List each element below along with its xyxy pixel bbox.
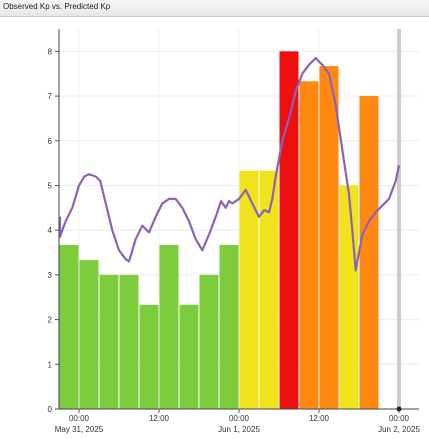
observed-kp-bar (59, 244, 79, 409)
current-time-dot (396, 406, 402, 412)
chart-header: Observed Kp vs. Predicted Kp (0, 0, 429, 17)
y-tick-label: 7 (48, 92, 53, 101)
x-tick-time-label: 00:00 (229, 414, 250, 423)
y-tick-label: 5 (48, 181, 53, 190)
observed-kp-bar (159, 244, 179, 409)
y-tick-label: 4 (48, 226, 53, 235)
x-tick-time-label: 12:00 (309, 414, 330, 423)
observed-kp-bar (259, 170, 279, 409)
x-tick-time-label: 12:00 (149, 414, 170, 423)
observed-kp-bar (299, 81, 319, 410)
observed-kp-bar (79, 260, 99, 409)
observed-kp-bar (179, 304, 199, 409)
observed-kp-bar (339, 185, 359, 409)
predicted-kp-line (58, 57, 401, 272)
observed-kp-bar (359, 96, 379, 409)
predicted-kp-line-group (58, 57, 401, 272)
y-tick-label: 2 (48, 316, 53, 325)
y-tick-label: 0 (48, 405, 53, 414)
x-tick-time-label: 00:00 (389, 414, 410, 423)
current-time-marker (397, 29, 401, 409)
observed-kp-bar (279, 51, 299, 410)
x-tick-date-label: May 31, 2025 (55, 425, 104, 434)
y-tick-label: 3 (48, 271, 53, 280)
observed-kp-bar (219, 244, 239, 409)
x-tick-time-label: 00:00 (69, 414, 90, 423)
observed-kp-bar (319, 66, 339, 409)
observed-kp-bar (199, 274, 219, 409)
chart-title: Observed Kp vs. Predicted Kp (3, 2, 111, 11)
observed-kp-bar (239, 170, 259, 409)
y-tick-label: 1 (48, 360, 53, 369)
observed-kp-bar (119, 274, 139, 409)
y-tick-label: 6 (48, 137, 53, 146)
observed-kp-bars (59, 51, 379, 410)
axes: 0 1 2 3 4 5 6 7 8 00:00 May 31, 2025 12:00 00:00 Jun … (48, 29, 420, 434)
kp-chart: 0 1 2 3 4 5 6 7 8 00:00 May 31, 2025 12:00 00:00 Jun … (48, 29, 420, 434)
current-time-line (397, 29, 401, 409)
x-tick-date-label: Jun 2, 2025 (378, 425, 420, 434)
x-tick-date-label: Jun 1, 2025 (218, 425, 260, 434)
y-tick-label: 8 (48, 47, 53, 56)
observed-kp-bar (139, 304, 159, 409)
observed-kp-bar (99, 274, 119, 409)
